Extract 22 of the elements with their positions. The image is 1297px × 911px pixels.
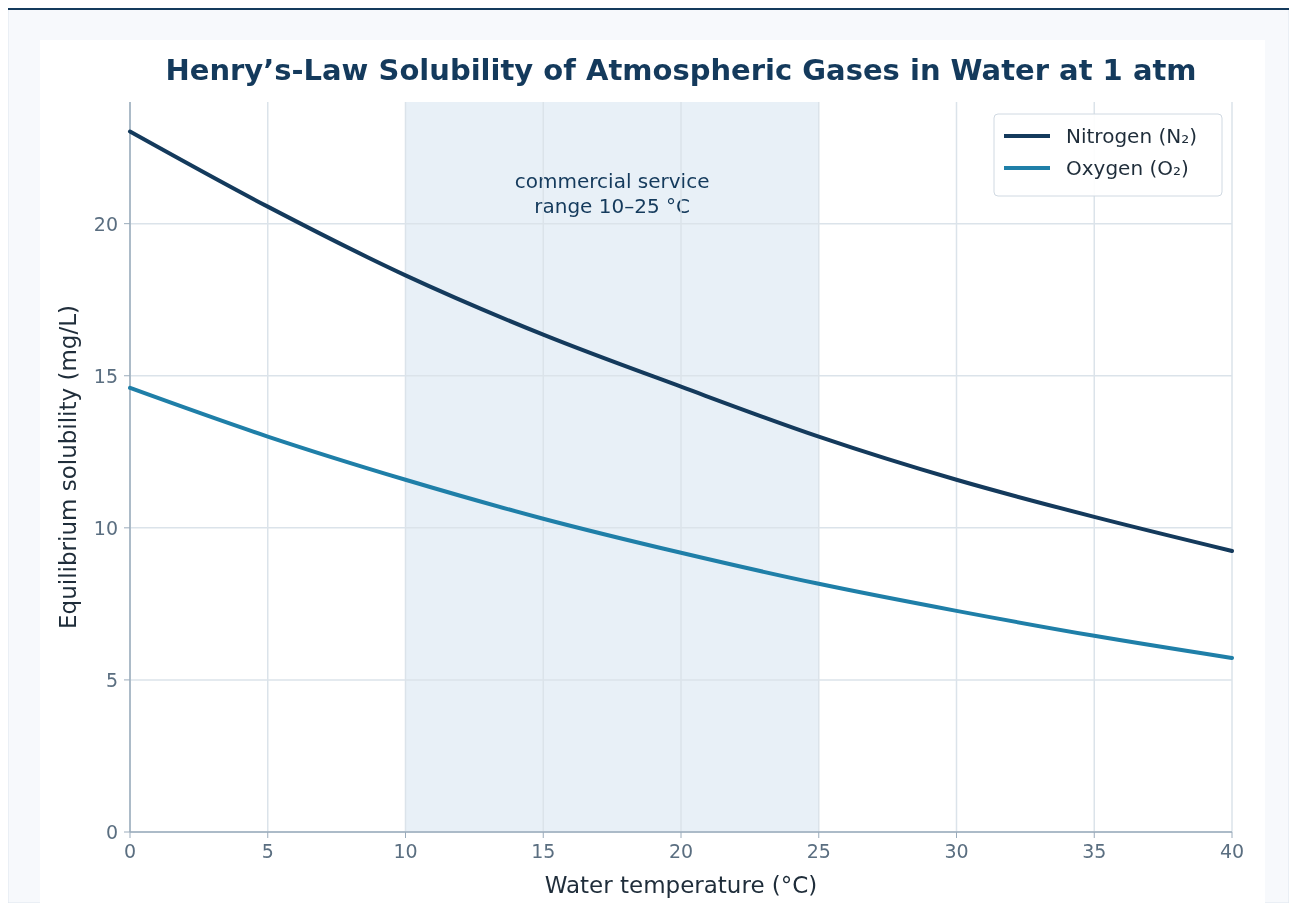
x-tick-label: 30 (944, 840, 969, 862)
x-tick-label: 0 (123, 840, 137, 862)
y-tick-label: 20 (93, 212, 118, 235)
chart-title: Henry’s-Law Solubility of Atmospheric Gases in Water at 1 atm (165, 53, 1197, 87)
y-tick-label: 5 (105, 668, 118, 691)
x-tick-label: 10 (393, 840, 418, 862)
line-series (128, 385, 1234, 661)
line-series (128, 129, 1234, 553)
x-tick-label: 20 (668, 840, 694, 862)
band-label: commercial service range 10–25 °C (514, 169, 710, 218)
y-axis-title: Equilibrium solubility (mg/L) (55, 305, 81, 629)
y-tick-label: 10 (93, 516, 118, 539)
legend-label: Oxygen (O₂) (1066, 156, 1189, 180)
x-tick-label: 5 (261, 840, 274, 862)
y-tick-label: 15 (93, 364, 118, 387)
legend-label: Nitrogen (N₂) (1066, 124, 1197, 148)
x-tick-label: 40 (1219, 840, 1245, 862)
x-tick-label: 15 (531, 840, 556, 862)
x-axis-title: Water temperature (°C) (544, 872, 818, 898)
y-tick-label: 0 (105, 821, 118, 843)
x-tick-label: 25 (806, 840, 831, 862)
x-tick-label: 35 (1082, 840, 1107, 862)
